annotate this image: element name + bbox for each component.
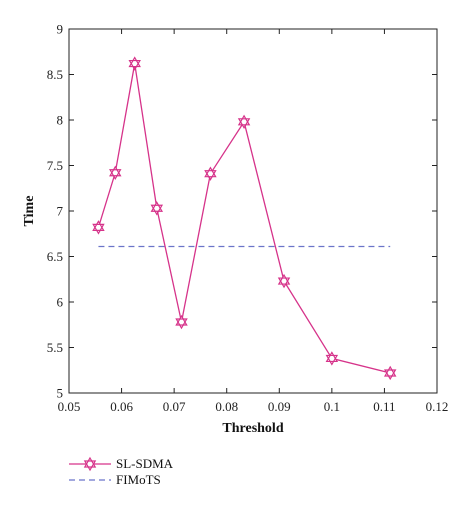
data-point-sl-sdma xyxy=(150,201,164,216)
data-point-sl-sdma xyxy=(109,165,122,180)
x-tick-label: 0.09 xyxy=(268,399,291,414)
data-point-sl-sdma xyxy=(92,220,105,235)
data-point-sl-sdma xyxy=(325,351,339,366)
data-point-sl-sdma xyxy=(277,273,291,289)
plot-frame xyxy=(68,28,438,394)
data-point-sl-sdma xyxy=(175,314,188,330)
y-tick-label: 9 xyxy=(57,22,64,37)
legend-marker-sl-sdma xyxy=(83,456,97,472)
y-tick-label: 7 xyxy=(57,204,64,219)
x-tick-label: 0.05 xyxy=(58,399,81,414)
y-tick-label: 8.5 xyxy=(47,67,63,82)
data-point-sl-sdma xyxy=(204,166,217,181)
axis-ticks: 0.05 0.06 0.07 0.08 0.09 0.1 0.11 0.12 5 5.5 6 6.5 7… xyxy=(47,22,449,415)
y-tick-label: 7.5 xyxy=(47,158,63,173)
data-point-sl-sdma xyxy=(128,56,141,71)
legend: SL-SDMA FIMoTS xyxy=(69,456,174,487)
x-axis-label: Threshold xyxy=(222,421,283,436)
y-tick-label: 5.5 xyxy=(47,340,63,355)
y-tick-label: 6 xyxy=(57,295,64,310)
y-tick-label: 8 xyxy=(57,113,64,128)
data-point-sl-sdma xyxy=(383,365,397,381)
legend-label-fimots: FIMoTS xyxy=(116,472,161,487)
y-tick-label: 5 xyxy=(57,386,64,401)
y-tick-label: 6.5 xyxy=(47,249,63,264)
x-tick-label: 0.08 xyxy=(215,399,238,414)
series-line-sl-sdma xyxy=(97,63,391,374)
legend-item-sl-sdma: SL-SDMA xyxy=(69,456,174,472)
x-tick-label: 0.12 xyxy=(426,399,449,414)
x-tick-label: 0.11 xyxy=(373,399,395,414)
x-tick-label: 0.1 xyxy=(324,399,340,414)
legend-item-fimots: FIMoTS xyxy=(69,472,161,487)
data-point-sl-sdma xyxy=(237,114,251,130)
series-layer xyxy=(92,56,397,381)
legend-marker-glyph xyxy=(83,456,97,472)
legend-label-sl-sdma: SL-SDMA xyxy=(116,456,174,471)
x-tick-label: 0.06 xyxy=(110,399,133,414)
x-tick-label: 0.07 xyxy=(163,399,186,414)
y-axis-label: Time xyxy=(22,196,37,227)
